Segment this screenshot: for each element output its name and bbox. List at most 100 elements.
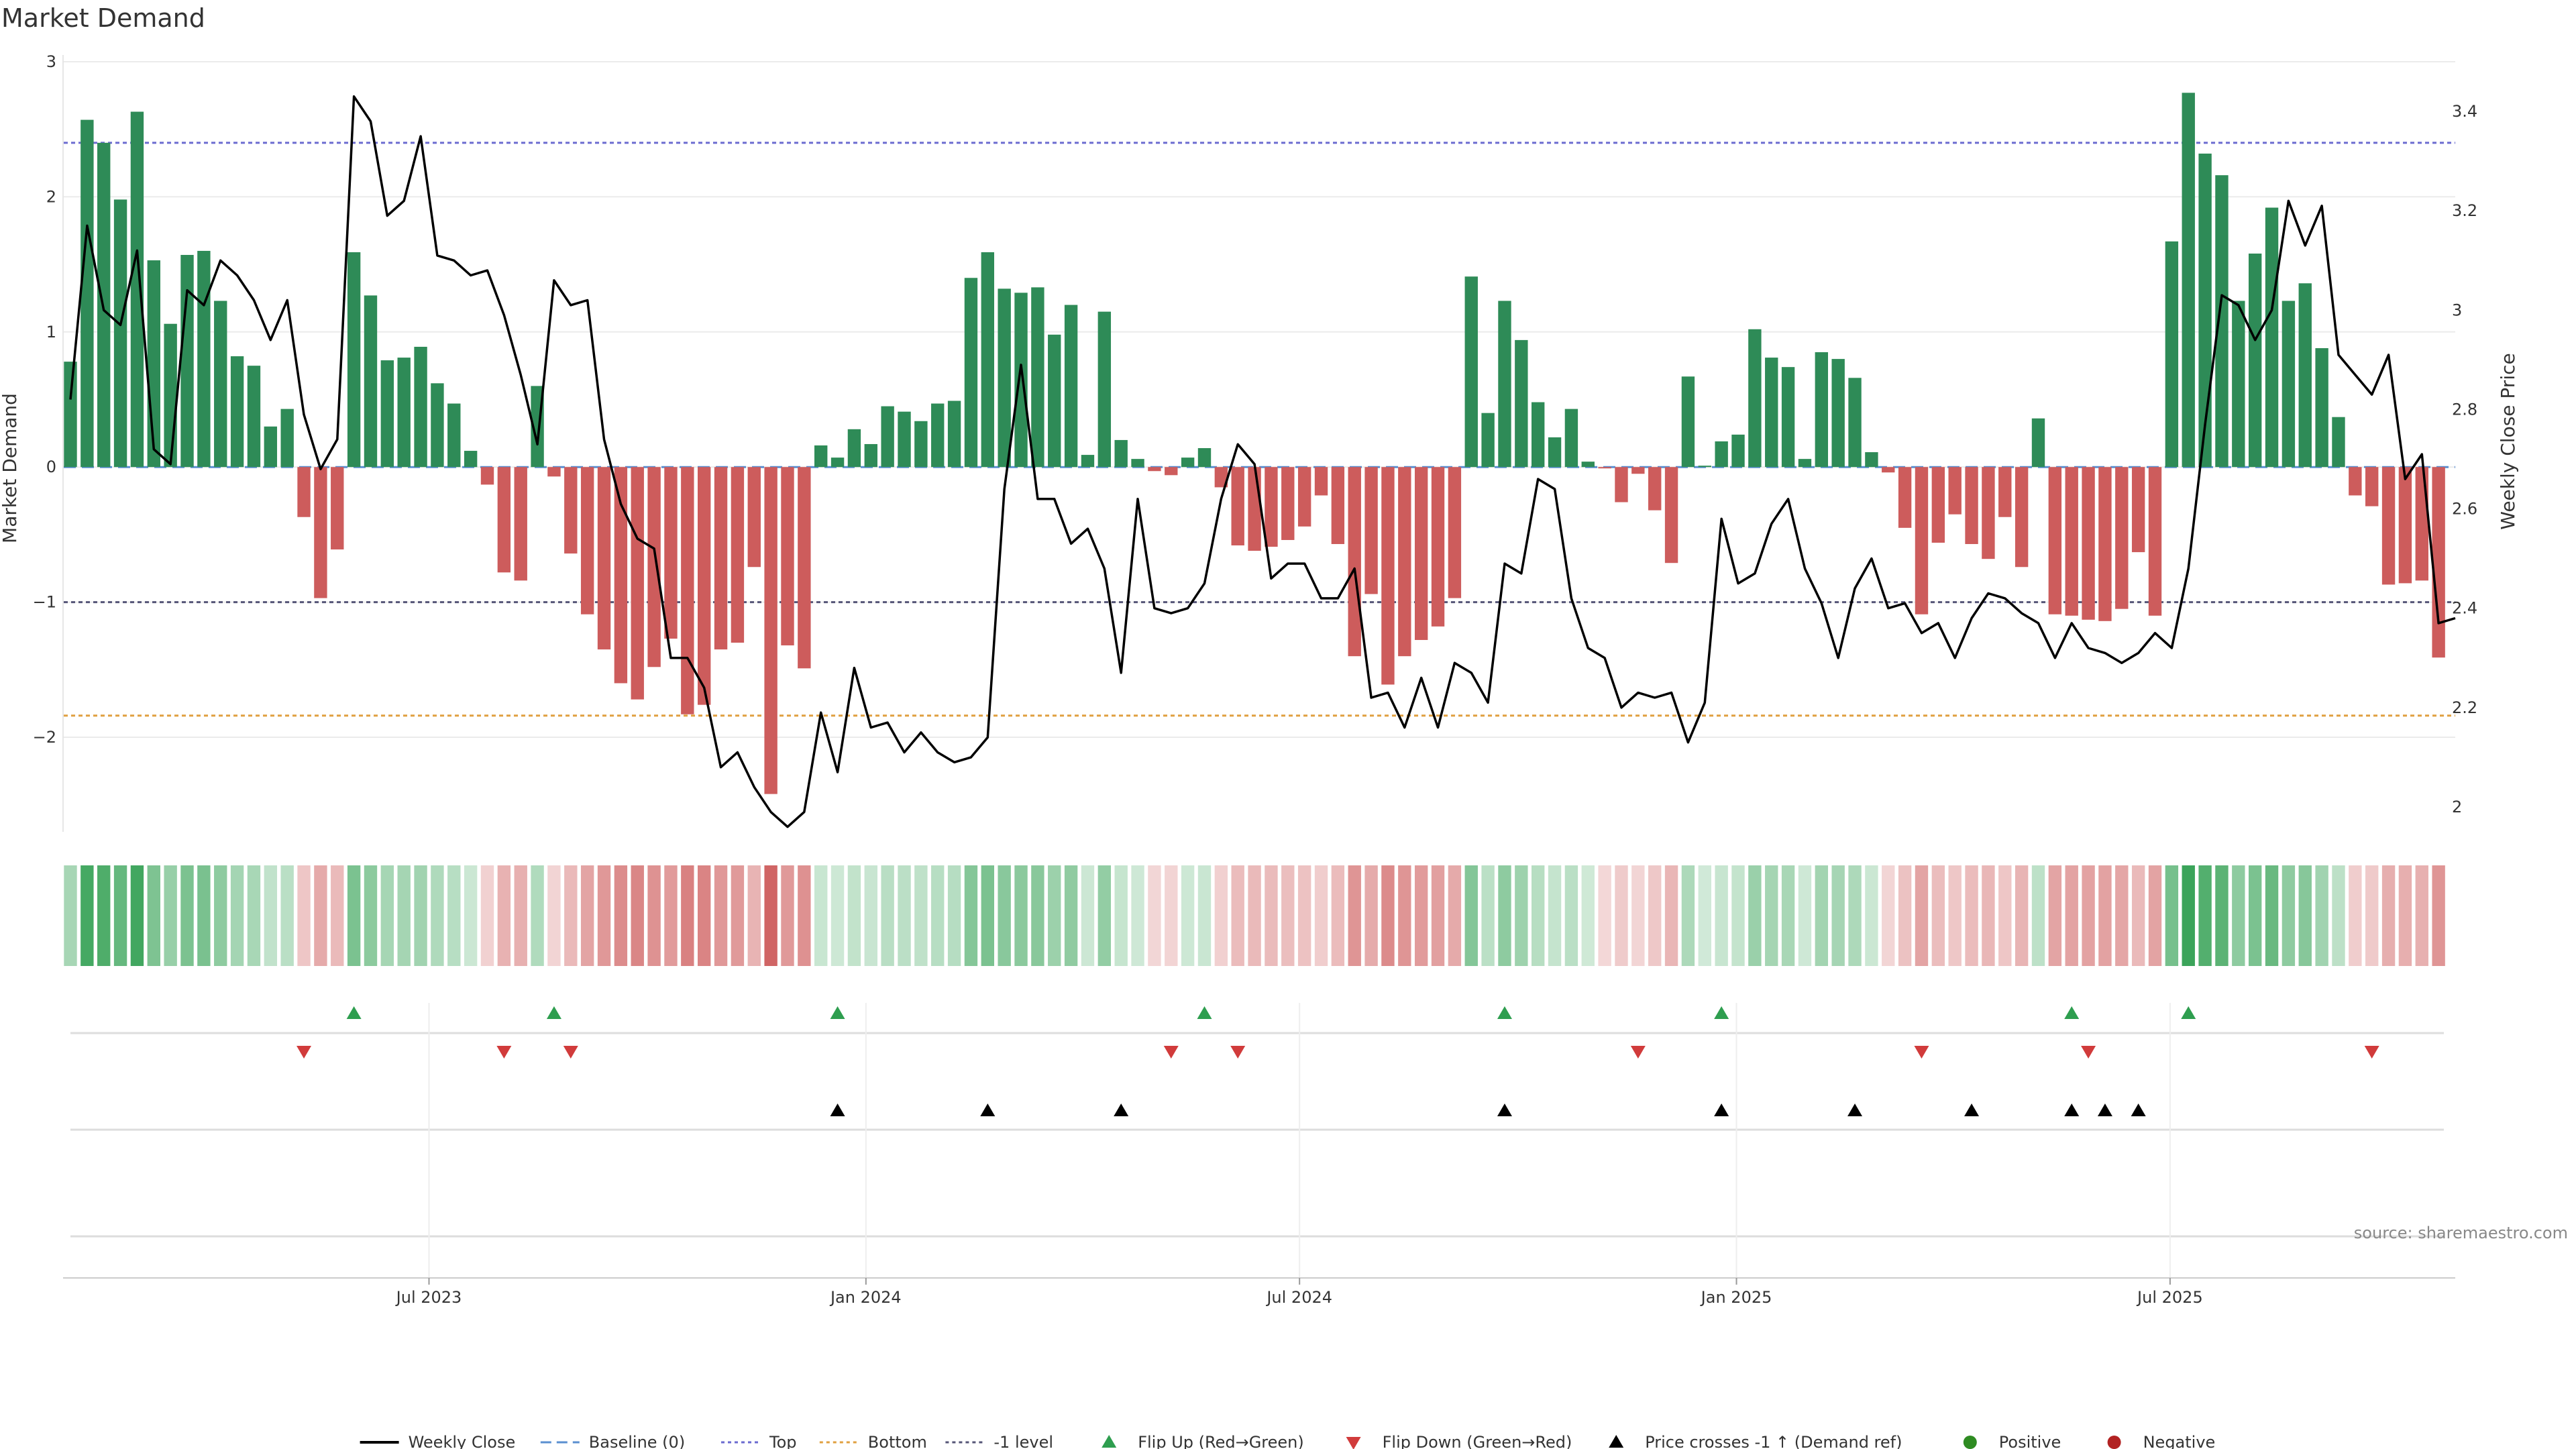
flip-down-marker: [1230, 1046, 1246, 1059]
price-cross-marker: [1847, 1104, 1863, 1116]
heat-cell: [2115, 865, 2129, 966]
demand-bar: [1931, 467, 1945, 543]
demand-bar: [230, 356, 244, 468]
demand-bar: [214, 301, 227, 468]
demand-bar: [280, 409, 294, 468]
demand-heat-strip: [64, 865, 2445, 966]
heat-cell: [1715, 865, 1728, 966]
demand-bar: [931, 403, 945, 468]
heat-cell: [1931, 865, 1945, 966]
heat-cell: [297, 865, 311, 966]
heat-cell: [314, 865, 327, 966]
heat-cell: [1564, 865, 1578, 966]
y-tick-label: 3: [46, 52, 56, 71]
heat-cell: [331, 865, 344, 966]
left-axis-ticks: 3 2 1 0 −1 −2: [33, 52, 56, 747]
heat-cell: [847, 865, 861, 966]
heat-cell: [1865, 865, 1878, 966]
x-tick-label: Jul 2024: [1265, 1288, 1332, 1307]
demand-bar: [1698, 466, 1711, 468]
heat-cell: [747, 865, 761, 966]
event-markers: [70, 1003, 2444, 1278]
demand-bar: [2398, 467, 2412, 584]
y2-tick-label: 2.4: [2452, 599, 2477, 618]
demand-bar: [2048, 467, 2062, 614]
flip-up-marker: [1197, 1006, 1212, 1019]
demand-bar: [2381, 467, 2396, 585]
flip-down-marker: [563, 1046, 578, 1059]
demand-bar: [2349, 467, 2362, 496]
demand-bar: [864, 443, 877, 468]
demand-bar: [1715, 441, 1728, 468]
heat-cell: [197, 865, 211, 966]
demand-bar: [480, 467, 494, 485]
y2-tick-label: 3: [2452, 301, 2462, 319]
legend-swatch: [1609, 1435, 1624, 1448]
demand-bar: [2198, 153, 2212, 468]
heat-cell: [1531, 865, 1545, 966]
heat-cell: [1581, 865, 1595, 966]
flip-up-marker: [546, 1006, 561, 1019]
heat-cell: [414, 865, 427, 966]
demand-bar: [1798, 459, 1812, 468]
legend-label: Weekly Close: [409, 1433, 516, 1449]
demand-bar: [1464, 276, 1478, 468]
flip-down-marker: [1163, 1046, 1179, 1059]
flip-up-marker: [1497, 1006, 1512, 1019]
legend: Weekly Close Baseline (0) Top Bottom -1 leve…: [360, 1433, 2215, 1449]
heat-cell: [2165, 865, 2179, 966]
heat-cell: [464, 865, 478, 966]
price-cross-marker: [2131, 1104, 2146, 1116]
price-cross-marker: [2064, 1104, 2080, 1116]
demand-bar: [597, 467, 611, 650]
heat-cell: [2398, 865, 2412, 966]
heat-cell: [2415, 865, 2428, 966]
y2-tick-label: 3.4: [2452, 102, 2477, 121]
legend-label: Positive: [1999, 1433, 2061, 1449]
demand-bar: [1915, 467, 1929, 614]
demand-bar: [1498, 301, 1511, 468]
demand-bar: [264, 426, 278, 468]
demand-bar: [464, 451, 478, 468]
heat-cell: [2282, 865, 2296, 966]
heat-cell: [731, 865, 745, 966]
price-cross-marker: [1714, 1104, 1729, 1116]
y2-tick-label: 2.8: [2452, 400, 2477, 419]
heat-cell: [2232, 865, 2245, 966]
demand-bar: [681, 467, 694, 714]
flip-down-marker: [496, 1046, 512, 1059]
demand-bar: [130, 111, 144, 468]
legend-item: Weekly Close: [360, 1433, 516, 1449]
heat-cell: [1398, 865, 1411, 966]
heat-cell: [2248, 865, 2262, 966]
heat-cell: [1297, 865, 1311, 966]
demand-bar: [447, 403, 461, 468]
demand-bar: [964, 278, 978, 468]
demand-bar: [2332, 417, 2345, 468]
heat-cell: [580, 865, 594, 966]
x-tick-label: Jan 2024: [829, 1288, 902, 1307]
demand-bar: [2265, 207, 2279, 468]
demand-bar: [80, 119, 94, 468]
demand-bar: [747, 467, 761, 568]
heat-cell: [864, 865, 877, 966]
source-note: source: sharemaestro.com: [2354, 1224, 2568, 1242]
y2-tick-label: 3.2: [2452, 201, 2477, 220]
heat-cell: [798, 865, 811, 966]
demand-bar: [1081, 455, 1095, 468]
heat-cell: [547, 865, 561, 966]
heat-cell: [1748, 865, 1762, 966]
heat-cell: [564, 865, 578, 966]
heat-cell: [130, 865, 144, 966]
heat-cell: [1664, 865, 1678, 966]
heat-cell: [364, 865, 378, 966]
demand-bar: [2415, 467, 2428, 581]
demand-bar: [1281, 467, 1295, 540]
demand-bar: [64, 362, 77, 468]
demand-bar: [1031, 287, 1044, 468]
x-axis: Jul 2023 Jan 2024 Jul 2024 Jan 2025 Jul 2025: [63, 1277, 2455, 1307]
demand-bar: [397, 358, 411, 468]
flip-down-marker: [297, 1046, 312, 1059]
price-cross-marker: [980, 1104, 996, 1116]
